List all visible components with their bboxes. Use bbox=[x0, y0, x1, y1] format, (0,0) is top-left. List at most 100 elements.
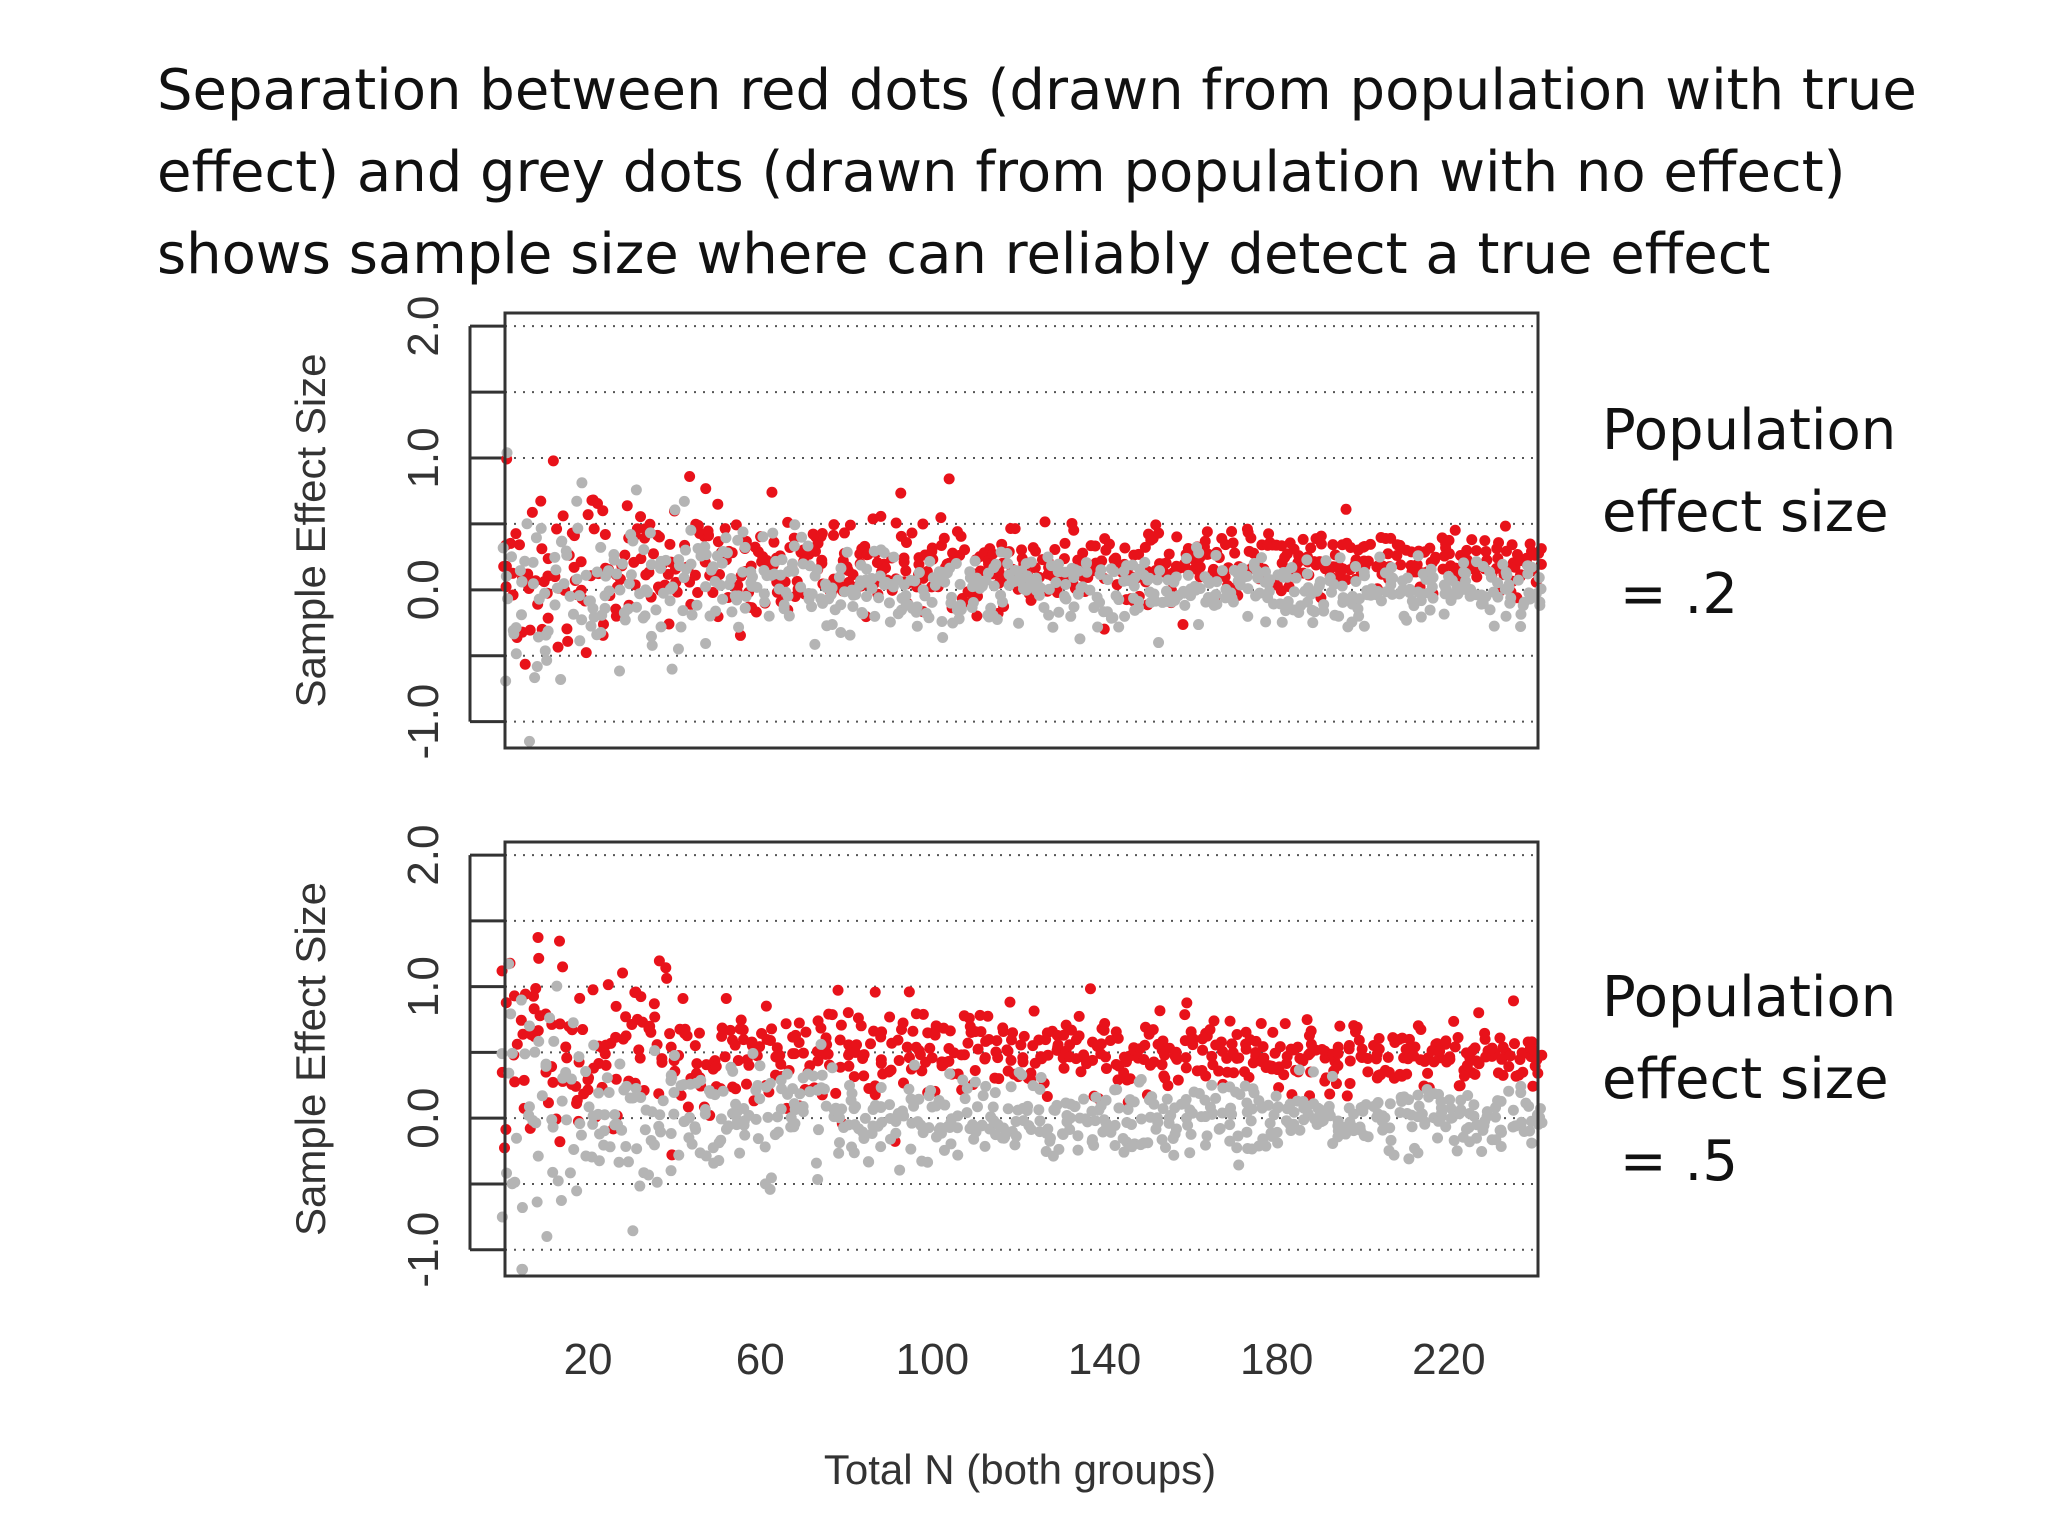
red-dot bbox=[1009, 523, 1021, 535]
red-dot bbox=[959, 544, 971, 556]
grey-dot bbox=[1241, 1126, 1253, 1138]
grey-dot bbox=[561, 1114, 573, 1126]
red-dot bbox=[547, 455, 559, 467]
red-dot bbox=[1134, 1043, 1146, 1055]
grey-dot bbox=[1515, 621, 1527, 633]
red-dot bbox=[1362, 1066, 1374, 1078]
red-dot bbox=[1059, 537, 1071, 549]
grey-dot bbox=[1081, 566, 1093, 578]
grey-dot bbox=[1111, 1083, 1123, 1095]
grey-dot bbox=[1090, 1091, 1102, 1103]
grey-dot bbox=[795, 581, 807, 593]
grey-dot bbox=[1307, 617, 1319, 629]
grey-dot bbox=[1048, 1104, 1060, 1116]
red-dot bbox=[693, 1027, 705, 1039]
grey-dot bbox=[539, 645, 551, 657]
grey-dot bbox=[1460, 1123, 1472, 1135]
grey-dot bbox=[1503, 579, 1515, 591]
red-dot bbox=[689, 1040, 701, 1052]
grey-dot bbox=[678, 572, 690, 584]
red-dot bbox=[1147, 1024, 1159, 1036]
red-dot bbox=[538, 576, 550, 588]
grey-dot bbox=[970, 1126, 982, 1138]
red-dot bbox=[653, 955, 665, 967]
red-dot bbox=[1382, 1051, 1394, 1063]
grey-dot bbox=[1401, 614, 1413, 626]
grey-dot bbox=[922, 1156, 934, 1168]
red-dot bbox=[660, 962, 672, 974]
red-dot bbox=[1412, 1020, 1424, 1032]
grey-dot bbox=[1424, 604, 1436, 616]
red-dot bbox=[1375, 1069, 1387, 1081]
red-dot bbox=[732, 579, 744, 591]
grey-dot bbox=[1245, 1115, 1257, 1127]
grey-dot bbox=[1047, 621, 1059, 633]
red-dot bbox=[1273, 1082, 1285, 1094]
grey-dot bbox=[686, 1138, 698, 1150]
y-tick-label: 1.0 bbox=[399, 427, 448, 488]
grey-dot bbox=[1384, 1098, 1396, 1110]
grey-dot bbox=[797, 1072, 809, 1084]
red-dot bbox=[626, 1018, 638, 1030]
red-dot bbox=[895, 487, 907, 499]
grey-dot bbox=[750, 1113, 762, 1125]
red-dot bbox=[532, 931, 544, 943]
red-dot bbox=[844, 519, 856, 531]
grey-dot bbox=[917, 1127, 929, 1139]
grey-dot bbox=[1507, 1104, 1519, 1116]
red-dot bbox=[656, 1056, 668, 1068]
red-dot bbox=[926, 546, 938, 558]
grey-dot bbox=[609, 1109, 621, 1121]
red-dot bbox=[764, 1034, 776, 1046]
red-dot bbox=[1065, 1024, 1077, 1036]
side-label-line: = .5 bbox=[1602, 1129, 1738, 1194]
red-dot bbox=[664, 1028, 676, 1040]
grey-dot bbox=[1460, 567, 1472, 579]
red-dot bbox=[1110, 552, 1122, 564]
red-dot bbox=[898, 556, 910, 568]
grey-dot bbox=[848, 1103, 860, 1115]
grey-dot bbox=[1216, 565, 1228, 577]
grey-dot bbox=[900, 590, 912, 602]
grey-dot bbox=[861, 590, 873, 602]
grey-dot bbox=[758, 588, 770, 600]
red-dot bbox=[834, 1034, 846, 1046]
grey-dot bbox=[549, 599, 561, 611]
grey-dot bbox=[673, 1149, 685, 1161]
red-dot bbox=[1444, 1053, 1456, 1065]
grey-dot bbox=[764, 1077, 776, 1089]
grey-dot bbox=[1001, 547, 1013, 559]
red-dot bbox=[875, 1057, 887, 1069]
red-dot bbox=[1513, 1069, 1525, 1081]
grey-dot bbox=[1113, 1102, 1125, 1114]
grey-dot bbox=[848, 1147, 860, 1159]
red-dot bbox=[647, 548, 659, 560]
grey-dot bbox=[913, 567, 925, 579]
grey-dot bbox=[806, 601, 818, 613]
grey-dot bbox=[655, 621, 667, 633]
grey-dot bbox=[1293, 1064, 1305, 1076]
red-dot bbox=[828, 519, 840, 531]
red-dot bbox=[635, 991, 647, 1003]
grey-dot bbox=[1074, 633, 1086, 645]
grey-dot bbox=[809, 638, 821, 650]
red-dot bbox=[858, 1070, 870, 1082]
grey-dot bbox=[556, 535, 568, 547]
grey-dot bbox=[1133, 1076, 1145, 1088]
grey-dot bbox=[608, 554, 620, 566]
red-dot bbox=[1305, 542, 1317, 554]
red-dot bbox=[987, 548, 999, 560]
red-dot bbox=[1133, 548, 1145, 560]
grey-dot bbox=[1003, 579, 1015, 591]
grey-dot bbox=[591, 566, 603, 578]
slide-title: Separation between red dots (drawn from … bbox=[157, 50, 1987, 296]
grey-dot bbox=[1154, 565, 1166, 577]
grey-dot bbox=[585, 620, 597, 632]
grey-dot bbox=[961, 1082, 973, 1094]
grey-dot bbox=[826, 1062, 838, 1074]
red-dot bbox=[917, 1008, 929, 1020]
red-dot bbox=[1373, 1043, 1385, 1055]
red-dot bbox=[1100, 544, 1112, 556]
red-dot bbox=[653, 531, 665, 543]
red-dot bbox=[610, 1000, 622, 1012]
